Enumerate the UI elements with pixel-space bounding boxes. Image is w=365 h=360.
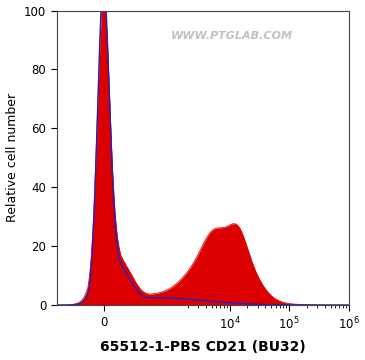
Text: WWW.PTGLAB.COM: WWW.PTGLAB.COM: [171, 31, 293, 41]
Y-axis label: Relative cell number: Relative cell number: [5, 93, 19, 222]
X-axis label: 65512-1-PBS CD21 (BU32): 65512-1-PBS CD21 (BU32): [100, 341, 306, 355]
